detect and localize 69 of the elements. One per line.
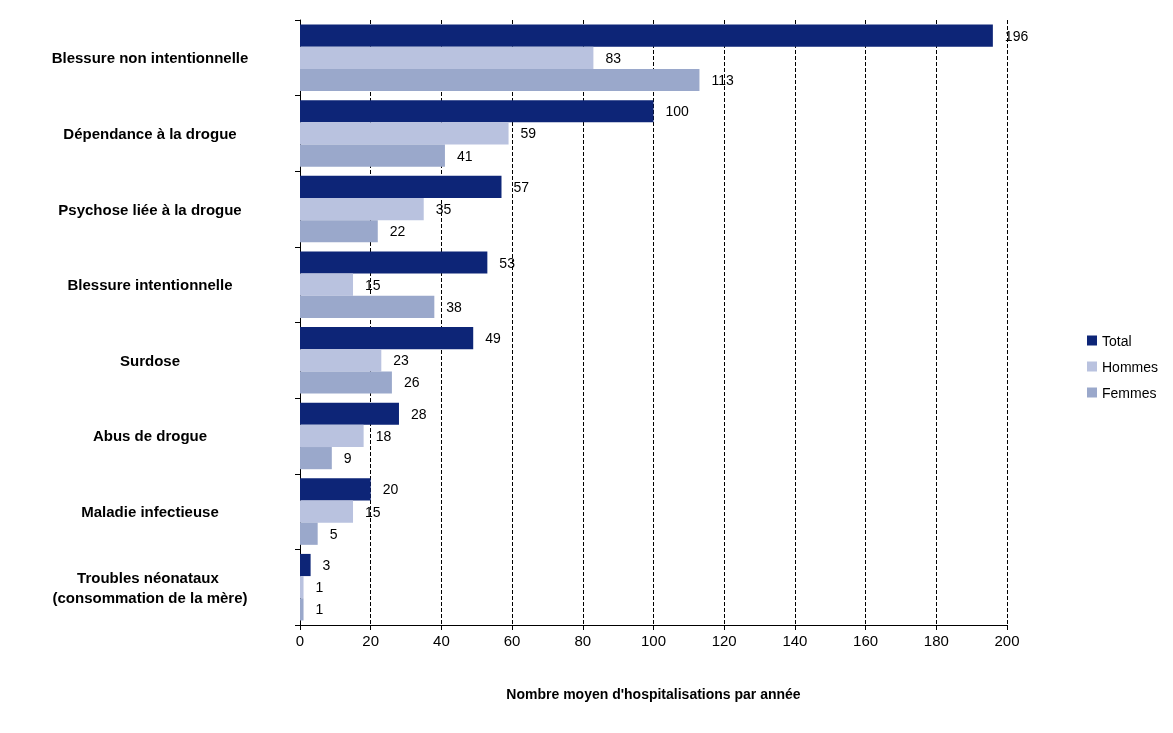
y-tick-label: Maladie infectieuse [81,503,219,521]
data-label: 100 [665,103,690,120]
bar [300,100,654,123]
x-tick-label: 140 [782,632,808,649]
x-tick-label: 80 [574,632,592,649]
legend-label: Total [1101,332,1132,349]
x-tick-label: 100 [640,632,667,649]
x-tick-label: 60 [503,632,521,649]
bar [300,175,502,198]
y-tick-label: Psychose liée à la drogue [58,200,242,218]
y-tick-label: Dépendance à la drogue [63,124,237,142]
data-label: 5 [329,525,338,542]
data-label: 9 [343,450,352,467]
y-tick-label: Abus de drogue [92,427,208,445]
bar [300,553,311,577]
x-axis-title: Nombre moyen d'hospitalisations par année [506,686,801,702]
bar [300,447,332,470]
bar [300,24,993,47]
bar [300,478,371,501]
bar [300,327,474,350]
data-label: 28 [410,405,427,422]
bar [300,500,354,523]
data-label: 49 [485,330,501,347]
bar [300,220,378,243]
x-tick-label: 180 [923,632,949,649]
bar [300,522,318,545]
data-label: 22 [389,223,406,240]
x-tick-label: 120 [711,632,737,649]
data-label: 18 [375,427,392,444]
bar [300,371,392,394]
x-tick-label: 160 [853,632,879,649]
x-tick-label: 40 [433,632,450,649]
data-label: 3 [322,557,331,573]
bar [300,402,399,425]
x-tick-label: 0 [295,632,305,649]
data-label: 15 [365,276,381,293]
y-tick-label: Blessure non intentionnelle [51,49,249,67]
data-label: 196 [1004,27,1029,44]
bar [300,122,509,145]
bar [300,598,304,621]
data-label: 59 [520,125,537,142]
data-label: 1 [315,601,324,618]
bar [300,251,488,274]
data-label: 23 [393,352,410,369]
bar [300,349,382,372]
x-tick-label: 20 [362,632,380,649]
legend-label: Femmes [1101,384,1157,401]
bar [300,197,424,221]
data-label: 83 [605,49,622,66]
data-label: 1 [315,579,324,596]
bar [300,144,445,167]
data-label: 57 [513,178,530,195]
bar [300,273,354,296]
bar [300,424,364,448]
data-label: 26 [403,374,420,391]
bar [300,46,594,69]
bar [300,576,304,599]
y-tick-label: Surdose [119,351,181,369]
bar [300,295,435,318]
data-label: 113 [711,72,734,88]
x-tick-label: 200 [994,632,1020,649]
y-tick-label: Blessure intentionnelle [67,276,233,294]
data-label: 20 [382,481,399,498]
data-label: 41 [456,147,473,164]
data-label: 15 [365,503,381,520]
bar [300,68,700,92]
y-tick-label: Troubles néonataux (consommation de la mère) [52,568,248,606]
data-label: 38 [446,298,463,315]
legend-label: Hommes [1101,358,1159,375]
